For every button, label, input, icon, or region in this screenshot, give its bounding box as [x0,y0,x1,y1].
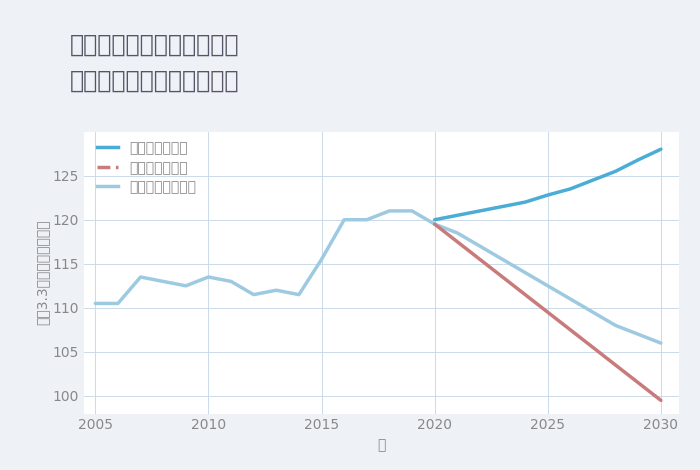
Legend: グッドシナリオ, バッドシナリオ, ノーマルシナリオ: グッドシナリオ, バッドシナリオ, ノーマルシナリオ [97,141,196,195]
Y-axis label: 坪（3.3㎡）単価（万円）: 坪（3.3㎡）単価（万円） [36,220,50,325]
X-axis label: 年: 年 [377,438,386,452]
Text: 岐阜県安八郡安八町大森の
中古マンションの価格推移: 岐阜県安八郡安八町大森の 中古マンションの価格推移 [70,33,239,92]
